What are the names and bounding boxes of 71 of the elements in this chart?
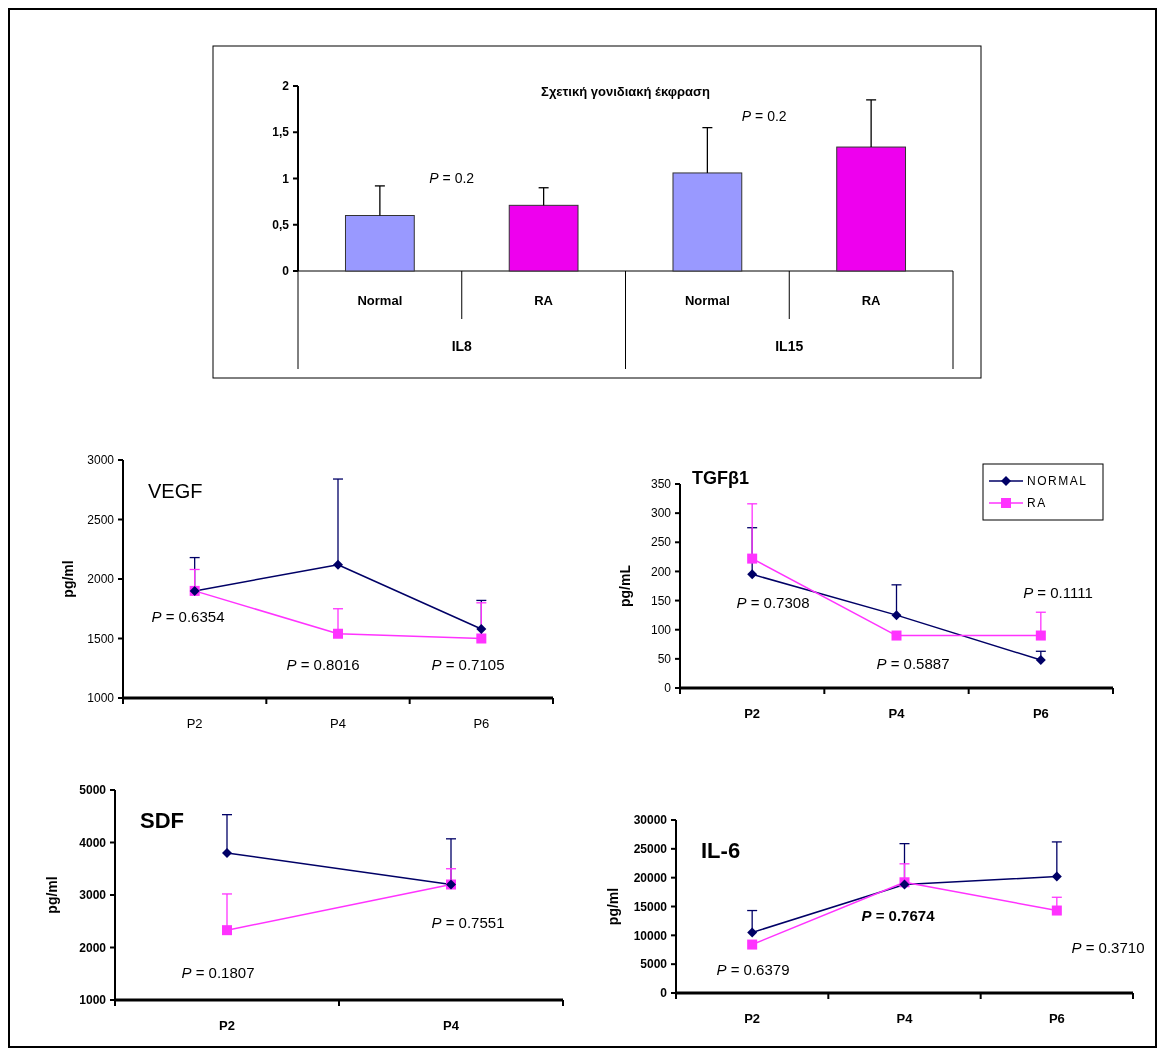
annotation: P = 0.6354 (151, 608, 225, 626)
y-tick-label: 1500 (87, 631, 115, 646)
y-tick-label: 1,5 (272, 125, 290, 140)
y-tick-label: 0 (664, 681, 672, 696)
y-axis-title: pg/ml (60, 560, 76, 598)
text: IL-6 (701, 838, 741, 863)
y-tick-label: 30000 (633, 813, 668, 828)
x-tick-label: P4 (888, 706, 906, 721)
x-tick-label: P4 (443, 1018, 460, 1033)
y-tick-label: 1000 (79, 993, 107, 1008)
chart-title: Σχετική γονιδιακή έκφραση (541, 84, 710, 99)
text: SDF (140, 808, 184, 833)
y-tick-label: 0 (660, 986, 668, 1001)
y-tick-label: 0 (282, 264, 290, 279)
text: IL8 (451, 338, 473, 354)
chart-title: TGFβ1 (692, 468, 749, 488)
x-tick-label: P4 (330, 716, 346, 731)
annotation: P = 0.5887 (876, 655, 950, 673)
y-tick-label: 150 (650, 593, 672, 608)
y-axis-title: pg/mL (617, 564, 633, 607)
legend-label: NORMAL (1027, 474, 1088, 489)
y-tick-label: 5000 (640, 957, 668, 972)
y-tick-label: 15000 (633, 899, 668, 914)
y-tick-label: 2000 (79, 940, 107, 955)
y-tick-label: 2000 (87, 572, 115, 587)
y-tick-label: 50 (657, 652, 672, 667)
annotation: P = 0.7308 (736, 594, 810, 612)
y-tick-label: 3000 (79, 888, 107, 903)
y-tick-label: 4000 (79, 835, 107, 850)
x-tick-label: Normal (357, 293, 403, 308)
y-tick-label: 3000 (87, 453, 115, 468)
x-tick-label: P2 (186, 716, 203, 731)
text: IL15 (775, 338, 804, 354)
y-tick-label: 200 (650, 564, 672, 579)
y-tick-label: 100 (650, 622, 672, 637)
y-tick-label: 0,5 (272, 217, 290, 232)
y-tick-label: 250 (650, 535, 672, 550)
y-tick-label: 350 (650, 477, 672, 492)
x-tick-label: P2 (744, 706, 761, 721)
annotation: P = 0.3710 (1071, 939, 1145, 957)
y-axis-title: pg/ml (605, 887, 621, 926)
y-tick-label: 300 (650, 506, 672, 521)
x-tick-label: P4 (896, 1011, 914, 1026)
text: VEGF (148, 480, 203, 502)
x-tick-label: Normal (684, 293, 730, 308)
x-tick-label: P6 (1048, 1011, 1065, 1026)
annotation: P = 0.1807 (181, 964, 255, 982)
y-tick-label: 2500 (87, 512, 115, 527)
y-tick-label: 1 (282, 171, 290, 186)
y-tick-label: 10000 (633, 928, 668, 943)
y-tick-label: 25000 (633, 842, 668, 857)
y-tick-label: 2 (282, 79, 290, 94)
y-tick-label: 20000 (633, 870, 668, 885)
y-axis-title: pg/ml (44, 876, 60, 914)
y-tick-label: 1000 (87, 691, 115, 706)
annotation: P = 0.2 (741, 108, 787, 125)
x-tick-label: RA (861, 293, 882, 308)
annotation: P = 0.7105 (431, 656, 505, 674)
x-tick-label: P6 (473, 716, 490, 731)
x-tick-label: P2 (744, 1011, 761, 1026)
x-tick-label: P2 (219, 1018, 235, 1033)
annotation: P = 0.1111 (1023, 584, 1093, 602)
annotation: P = 0.8016 (286, 656, 360, 674)
annotation: P = 0.7551 (431, 914, 505, 932)
legend-label: RA (1027, 496, 1047, 511)
x-tick-label: RA (534, 293, 554, 308)
y-tick-label: 5000 (79, 783, 107, 798)
annotation: P = 0.2 (429, 170, 475, 187)
annotation: P = 0.6379 (716, 961, 790, 979)
x-tick-label: P6 (1032, 706, 1049, 721)
annotation: P = 0.7674 (861, 907, 936, 925)
